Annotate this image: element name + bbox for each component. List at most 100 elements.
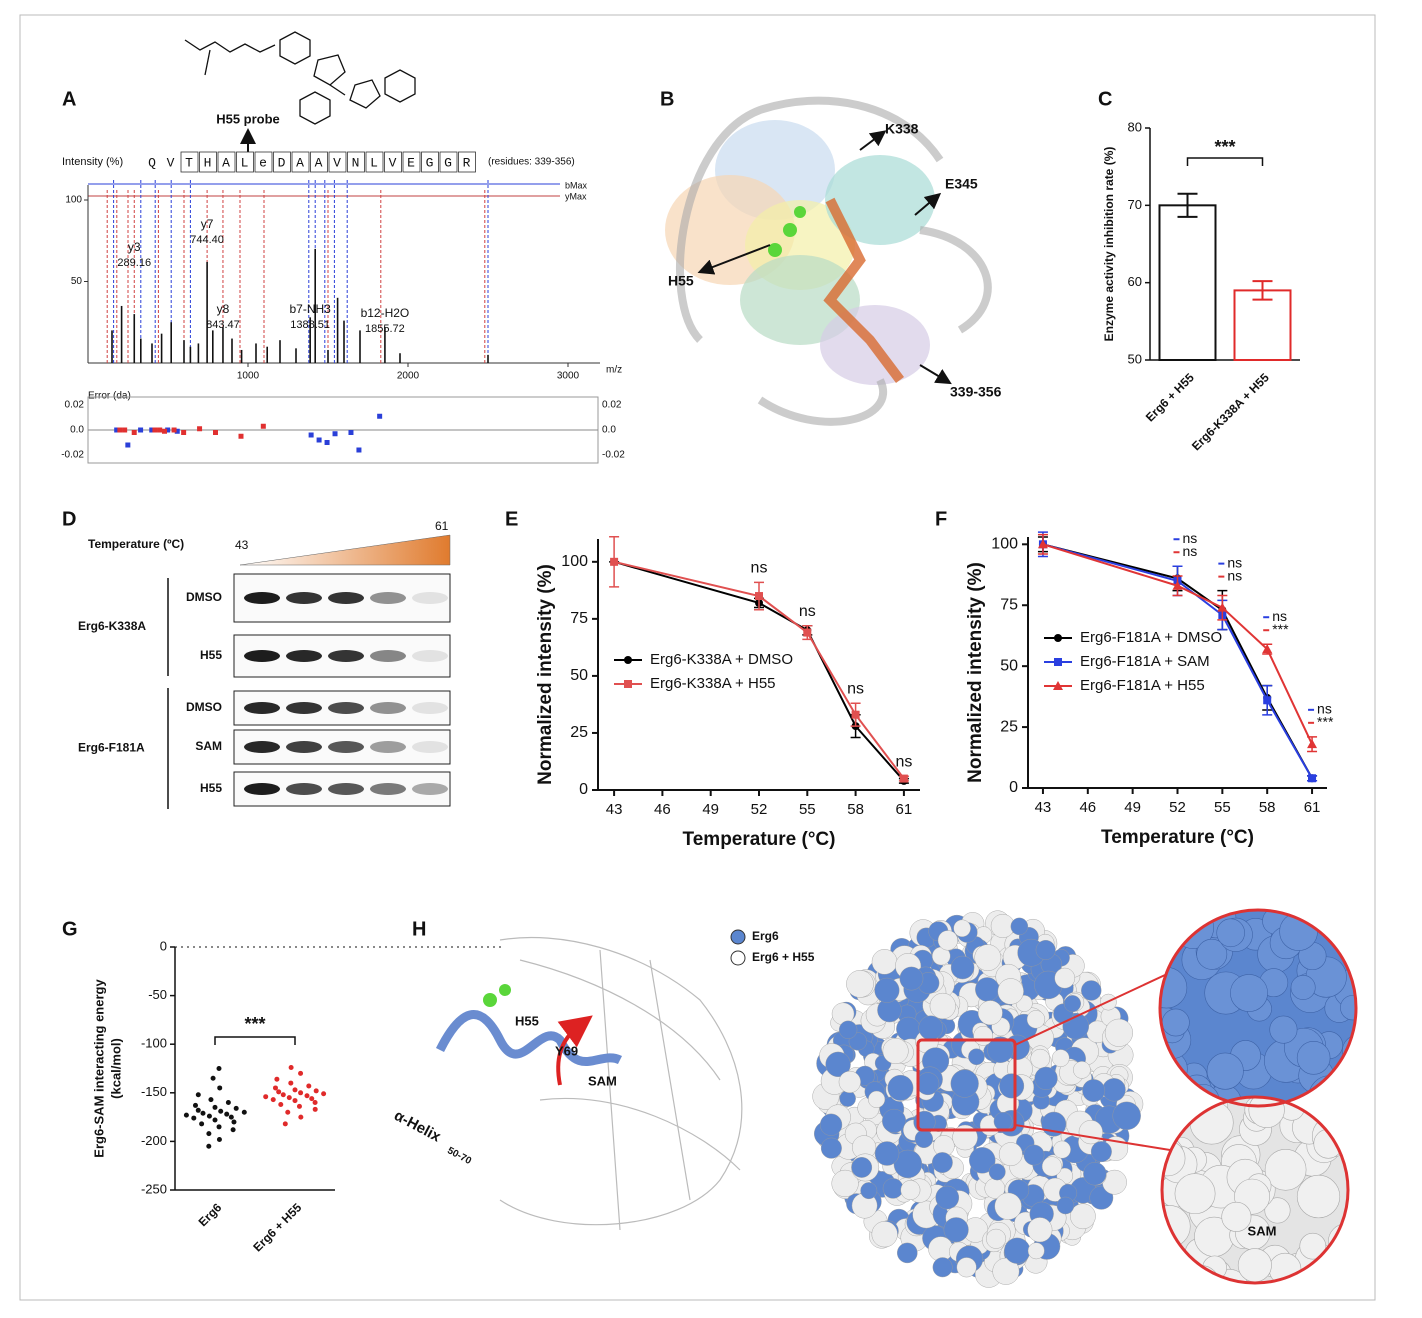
chain xyxy=(184,39,276,53)
legend-text: Erg6-K338A + DMSO xyxy=(650,651,793,668)
x-tick-label: 49 xyxy=(702,801,719,818)
point xyxy=(276,1089,282,1095)
point xyxy=(280,1092,286,1098)
error-point xyxy=(308,432,314,438)
atom xyxy=(1081,980,1102,1001)
atom xyxy=(1340,995,1356,1021)
chem-structure xyxy=(184,31,416,125)
y-tick-label: -150 xyxy=(141,1084,167,1099)
error-point xyxy=(356,447,362,453)
point xyxy=(218,1108,224,1114)
point xyxy=(206,1113,212,1119)
point xyxy=(272,1085,278,1091)
atom xyxy=(1102,1078,1126,1102)
point xyxy=(278,1101,284,1107)
atom xyxy=(993,1112,1013,1131)
protein-b xyxy=(665,96,992,426)
point xyxy=(216,1066,222,1071)
panel-label: F xyxy=(935,508,947,530)
residue: N xyxy=(352,155,360,170)
atom xyxy=(956,1257,977,1278)
atom xyxy=(882,1178,904,1199)
point xyxy=(304,1093,310,1099)
point xyxy=(286,1095,292,1101)
band xyxy=(412,702,448,714)
point xyxy=(216,1124,222,1130)
atom xyxy=(968,1048,985,1066)
residue-box xyxy=(254,151,273,173)
shift-arrow xyxy=(556,1015,593,1086)
residue: V xyxy=(333,155,341,170)
residue-box xyxy=(236,151,254,173)
y-tick-label: 0.02 xyxy=(602,400,622,411)
peak-ion: b12-H2O xyxy=(361,306,410,320)
atom xyxy=(1041,1156,1062,1177)
peak-ion: y7 xyxy=(201,217,214,231)
atom xyxy=(992,1257,1020,1285)
point xyxy=(312,1100,318,1106)
band xyxy=(328,783,364,795)
x-tick-label: 55 xyxy=(799,801,816,818)
band xyxy=(370,650,406,662)
x-tick-label: 43 xyxy=(1035,799,1052,816)
point xyxy=(312,1106,318,1112)
band xyxy=(286,702,322,714)
marker xyxy=(1308,774,1317,783)
atom xyxy=(871,949,898,975)
band xyxy=(244,741,280,753)
atom xyxy=(969,1147,996,1174)
point xyxy=(282,1121,288,1127)
atom xyxy=(846,970,874,998)
residue-box xyxy=(180,151,199,173)
ring xyxy=(349,79,381,109)
point xyxy=(292,1098,298,1104)
panel-label: H xyxy=(412,918,426,940)
intensity-label: Intensity (%) xyxy=(62,156,123,168)
legend-swatch xyxy=(730,929,746,945)
y-tick-label: 0.02 xyxy=(65,400,85,411)
error-point xyxy=(131,430,137,435)
marker xyxy=(624,680,632,688)
annotation: *** xyxy=(1272,621,1289,637)
band xyxy=(244,592,280,604)
point xyxy=(270,1097,276,1103)
atom xyxy=(1035,940,1056,960)
atom xyxy=(1174,1173,1216,1215)
y-tick-label: 70 xyxy=(1128,197,1142,212)
bond xyxy=(329,84,346,96)
y-axis-label: Normalized intensity (%) xyxy=(965,562,986,783)
atom xyxy=(882,1108,907,1133)
bracket xyxy=(1186,157,1264,166)
band xyxy=(244,783,280,795)
error-bar xyxy=(1252,280,1273,301)
atom xyxy=(860,1182,878,1200)
band xyxy=(328,650,364,662)
atom xyxy=(986,1228,1006,1249)
atom xyxy=(1206,1052,1244,1090)
annotation: ns xyxy=(799,603,816,620)
point xyxy=(231,1119,237,1125)
atom xyxy=(1026,1010,1046,1029)
residue-label: 339-356 xyxy=(950,384,1002,400)
annotation: ns xyxy=(1272,608,1287,624)
legend-text: Erg6 + H55 xyxy=(752,950,815,964)
label: SAM xyxy=(588,1073,617,1088)
point xyxy=(199,1121,205,1127)
panel-label: D xyxy=(62,508,76,530)
annotation: ns xyxy=(847,681,864,698)
atom xyxy=(1023,1144,1045,1166)
point xyxy=(210,1075,216,1081)
atom xyxy=(916,1072,940,1096)
ribbon xyxy=(676,96,992,426)
zoom-line xyxy=(1014,974,1166,1046)
significance: *** xyxy=(244,1014,265,1034)
x-tick-label: 3000 xyxy=(557,371,580,382)
residue-box xyxy=(328,151,347,173)
legend-swatch xyxy=(730,950,746,966)
row-label: DMSO xyxy=(186,590,222,604)
x-tick-label: 1000 xyxy=(237,371,260,382)
atom xyxy=(831,1169,859,1198)
peak-ion: b7-NH3 xyxy=(289,302,331,316)
atom xyxy=(887,1074,914,1101)
atom xyxy=(932,1257,953,1278)
